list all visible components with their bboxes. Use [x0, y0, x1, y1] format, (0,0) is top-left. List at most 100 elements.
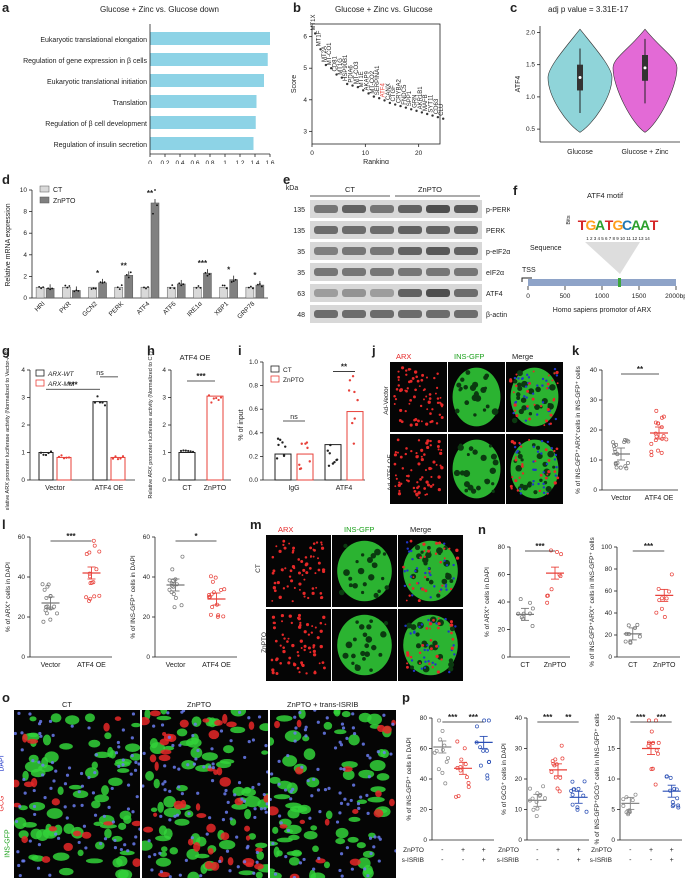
nuc-2 — [429, 596, 432, 599]
gap-17 — [415, 632, 420, 637]
nuc-25 — [531, 483, 535, 486]
ytick-label-2: 40 — [420, 776, 428, 783]
o-blue-44 — [293, 731, 297, 735]
gene-label-21: MAFB — [423, 94, 429, 111]
nuc-23 — [452, 563, 455, 567]
o-blue-41 — [366, 874, 370, 878]
o-green-33 — [109, 750, 116, 759]
dot-ct-8-1 — [249, 285, 252, 288]
nuc-15 — [541, 401, 545, 404]
red-32 — [394, 450, 397, 454]
red-27 — [408, 583, 411, 586]
legend-i-zn-label: ZnPTO — [283, 377, 304, 384]
o-red-6 — [270, 806, 279, 816]
p-row-label-1-1: trans-ISRIB — [497, 857, 519, 864]
dot-1-3 — [653, 782, 658, 787]
nuc-10 — [542, 482, 545, 486]
group-i-1: ATF4 — [336, 485, 353, 492]
tick-label-a-5: 1 — [223, 160, 227, 164]
ytick-label-4: 40 — [590, 367, 598, 374]
o-blue-43 — [304, 734, 308, 738]
dot-0-5 — [437, 718, 442, 723]
red-28 — [424, 589, 428, 593]
red-26 — [409, 368, 412, 371]
dot-h-1-2 — [212, 397, 215, 400]
dot-g-1-0 — [57, 455, 61, 458]
nuc-9 — [545, 379, 548, 382]
o-blue-67 — [84, 846, 88, 850]
o-blue-66 — [351, 712, 355, 716]
nuc-7 — [524, 385, 528, 388]
dot-0-5 — [171, 592, 176, 596]
dot-1-5 — [656, 421, 660, 426]
red-34 — [435, 422, 439, 425]
nuc-10 — [445, 588, 448, 591]
red-9 — [298, 671, 301, 674]
red-29 — [450, 623, 454, 627]
red-27 — [324, 623, 327, 626]
gap-20 — [466, 453, 470, 457]
legend-g-mut-label: ARX-Mut — [47, 381, 76, 388]
red-50 — [317, 568, 321, 572]
dot-0-3 — [622, 438, 627, 442]
o-red-16 — [103, 821, 114, 826]
red-11 — [426, 483, 430, 487]
gap-4 — [517, 453, 523, 459]
o-blue-34 — [23, 791, 27, 795]
dot-ct-6-2 — [199, 286, 202, 289]
bar-a-3 — [150, 95, 257, 108]
o-blue-9 — [177, 767, 181, 771]
dot-0-3 — [541, 784, 546, 789]
ytick-label-4: 20 — [608, 715, 616, 722]
ytick-label-c-1: 1.0 — [526, 94, 535, 101]
o-green-42 — [248, 833, 257, 840]
dot-0-1 — [624, 631, 629, 636]
red-50 — [435, 386, 439, 389]
o-blue-5 — [130, 736, 134, 740]
dot-0-6 — [440, 747, 445, 752]
dot-0-1 — [167, 587, 172, 592]
dot-1-15 — [91, 538, 96, 543]
red-49 — [311, 587, 315, 590]
blot-band-2-1 — [342, 247, 366, 255]
gene-label-d-2: GCN2 — [81, 300, 99, 318]
red-60 — [308, 566, 312, 570]
red-63 — [440, 415, 444, 419]
nuc-25 — [541, 377, 545, 381]
red-4 — [402, 565, 405, 569]
o-blue-84 — [178, 873, 182, 877]
o-blue-12 — [224, 810, 229, 814]
dot-2-10 — [571, 787, 576, 792]
gap-10 — [473, 413, 477, 417]
j-header-0: ARX — [396, 352, 412, 361]
dot-g-2-4 — [103, 404, 107, 407]
o-blue-6 — [302, 857, 306, 862]
group-0: Vector — [41, 662, 62, 669]
blot-band-4-2 — [370, 289, 394, 297]
sig-d-3: ** — [121, 261, 128, 270]
violin-median-0 — [578, 76, 582, 80]
term-label-2: Eukaryotic translational initiation — [47, 79, 147, 86]
ytick-label-i-3: 0.6 — [249, 406, 258, 413]
sig-0: *** — [644, 542, 654, 551]
dot-0-9 — [170, 567, 175, 572]
gap-4 — [342, 652, 349, 659]
o-green-41 — [290, 805, 308, 813]
ytick-label-b-2: 5 — [303, 65, 307, 72]
o-green-37 — [118, 822, 127, 830]
dot-h-0-1 — [182, 449, 185, 452]
m-tile-0-1 — [332, 535, 397, 607]
o-green-15 — [201, 752, 218, 761]
dot-ct-8-2 — [251, 287, 254, 290]
o-green-26 — [270, 868, 276, 873]
red-25 — [509, 379, 513, 383]
bar-g-3 — [110, 456, 126, 481]
o-green-56 — [157, 801, 164, 813]
red-67 — [438, 401, 442, 404]
dot-1-12 — [656, 448, 661, 453]
j-tile-0-1-svg — [452, 367, 501, 427]
nuc-13 — [439, 588, 443, 591]
kda-label: kDa — [286, 185, 299, 192]
o-red-11 — [382, 725, 392, 734]
ytick-label-2: 20 — [515, 776, 523, 783]
